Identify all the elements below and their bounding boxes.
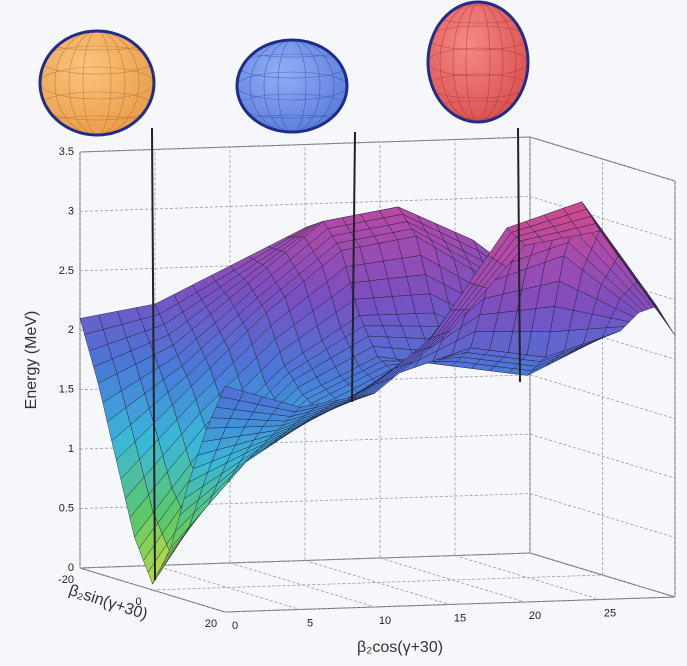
surface-patch [281,392,376,426]
surface-patch [97,344,192,461]
surface-patch [545,255,640,358]
spheroid [428,2,528,122]
surface-patch [170,443,264,549]
surface [79,201,676,585]
z-tick-label: 2 [68,324,74,336]
surface-patch [581,201,676,336]
surface-patch [206,385,301,429]
spherical-shape [38,29,156,137]
grid-line [529,374,676,420]
spheroid-outline [426,0,530,124]
surface-patch [356,330,451,400]
surface-patch [431,227,526,338]
guide-line [517,127,521,383]
z-tick-label: 2.5 [59,265,74,277]
x-axis-label: β₂cos(γ+30) [357,639,443,656]
spheroid [237,40,347,132]
x-tick-label: 5 [307,617,313,629]
z-axis-label: Energy (MeV) [23,311,40,410]
x-tick-label: 25 [604,607,616,619]
grid-line [152,574,603,591]
z-tick-label: 3.5 [59,146,74,158]
sphere [40,31,154,135]
grid-line [529,433,676,479]
sphere-mesh [40,31,154,135]
surface-patch [172,282,267,387]
z-tick-label: 0 [68,562,74,574]
surface-patch [247,220,342,313]
z-tick-label: 1 [68,443,74,455]
surface-patch [116,385,210,538]
grid-line [529,493,676,538]
surface-patch [188,425,283,483]
surface-patch [266,250,360,366]
y-tick-label: 20 [205,618,217,630]
spheroid-mesh [428,2,528,122]
sphere-outline [38,29,156,137]
surface-patch [397,206,492,282]
surface-patch [506,201,601,246]
guide-line [351,131,356,403]
z-tick-label: 3 [68,205,74,217]
grid-line [224,596,676,613]
surface-patch [470,255,565,358]
surface-patch [229,221,324,284]
z-tick-label: 1.5 [59,384,74,396]
x-tick-label: 15 [454,612,466,624]
y-tick-label: 0 [135,596,141,608]
surface-facet [220,385,245,401]
x-tick-label: 20 [529,610,541,622]
guide-line [151,127,156,581]
x-tick-label: 0 [232,620,238,632]
spheroid-mesh [237,40,347,132]
z-tick-label: 0.5 [59,502,74,514]
surface-patch [302,356,397,413]
spheroid-outline [235,38,349,134]
y-tick-label: -20 [58,574,74,586]
surface-patch [340,235,435,316]
x-tick-label: 10 [379,615,391,627]
prolate-shape [426,0,530,124]
oblate-shape [235,38,349,134]
shape-guides [151,127,521,581]
